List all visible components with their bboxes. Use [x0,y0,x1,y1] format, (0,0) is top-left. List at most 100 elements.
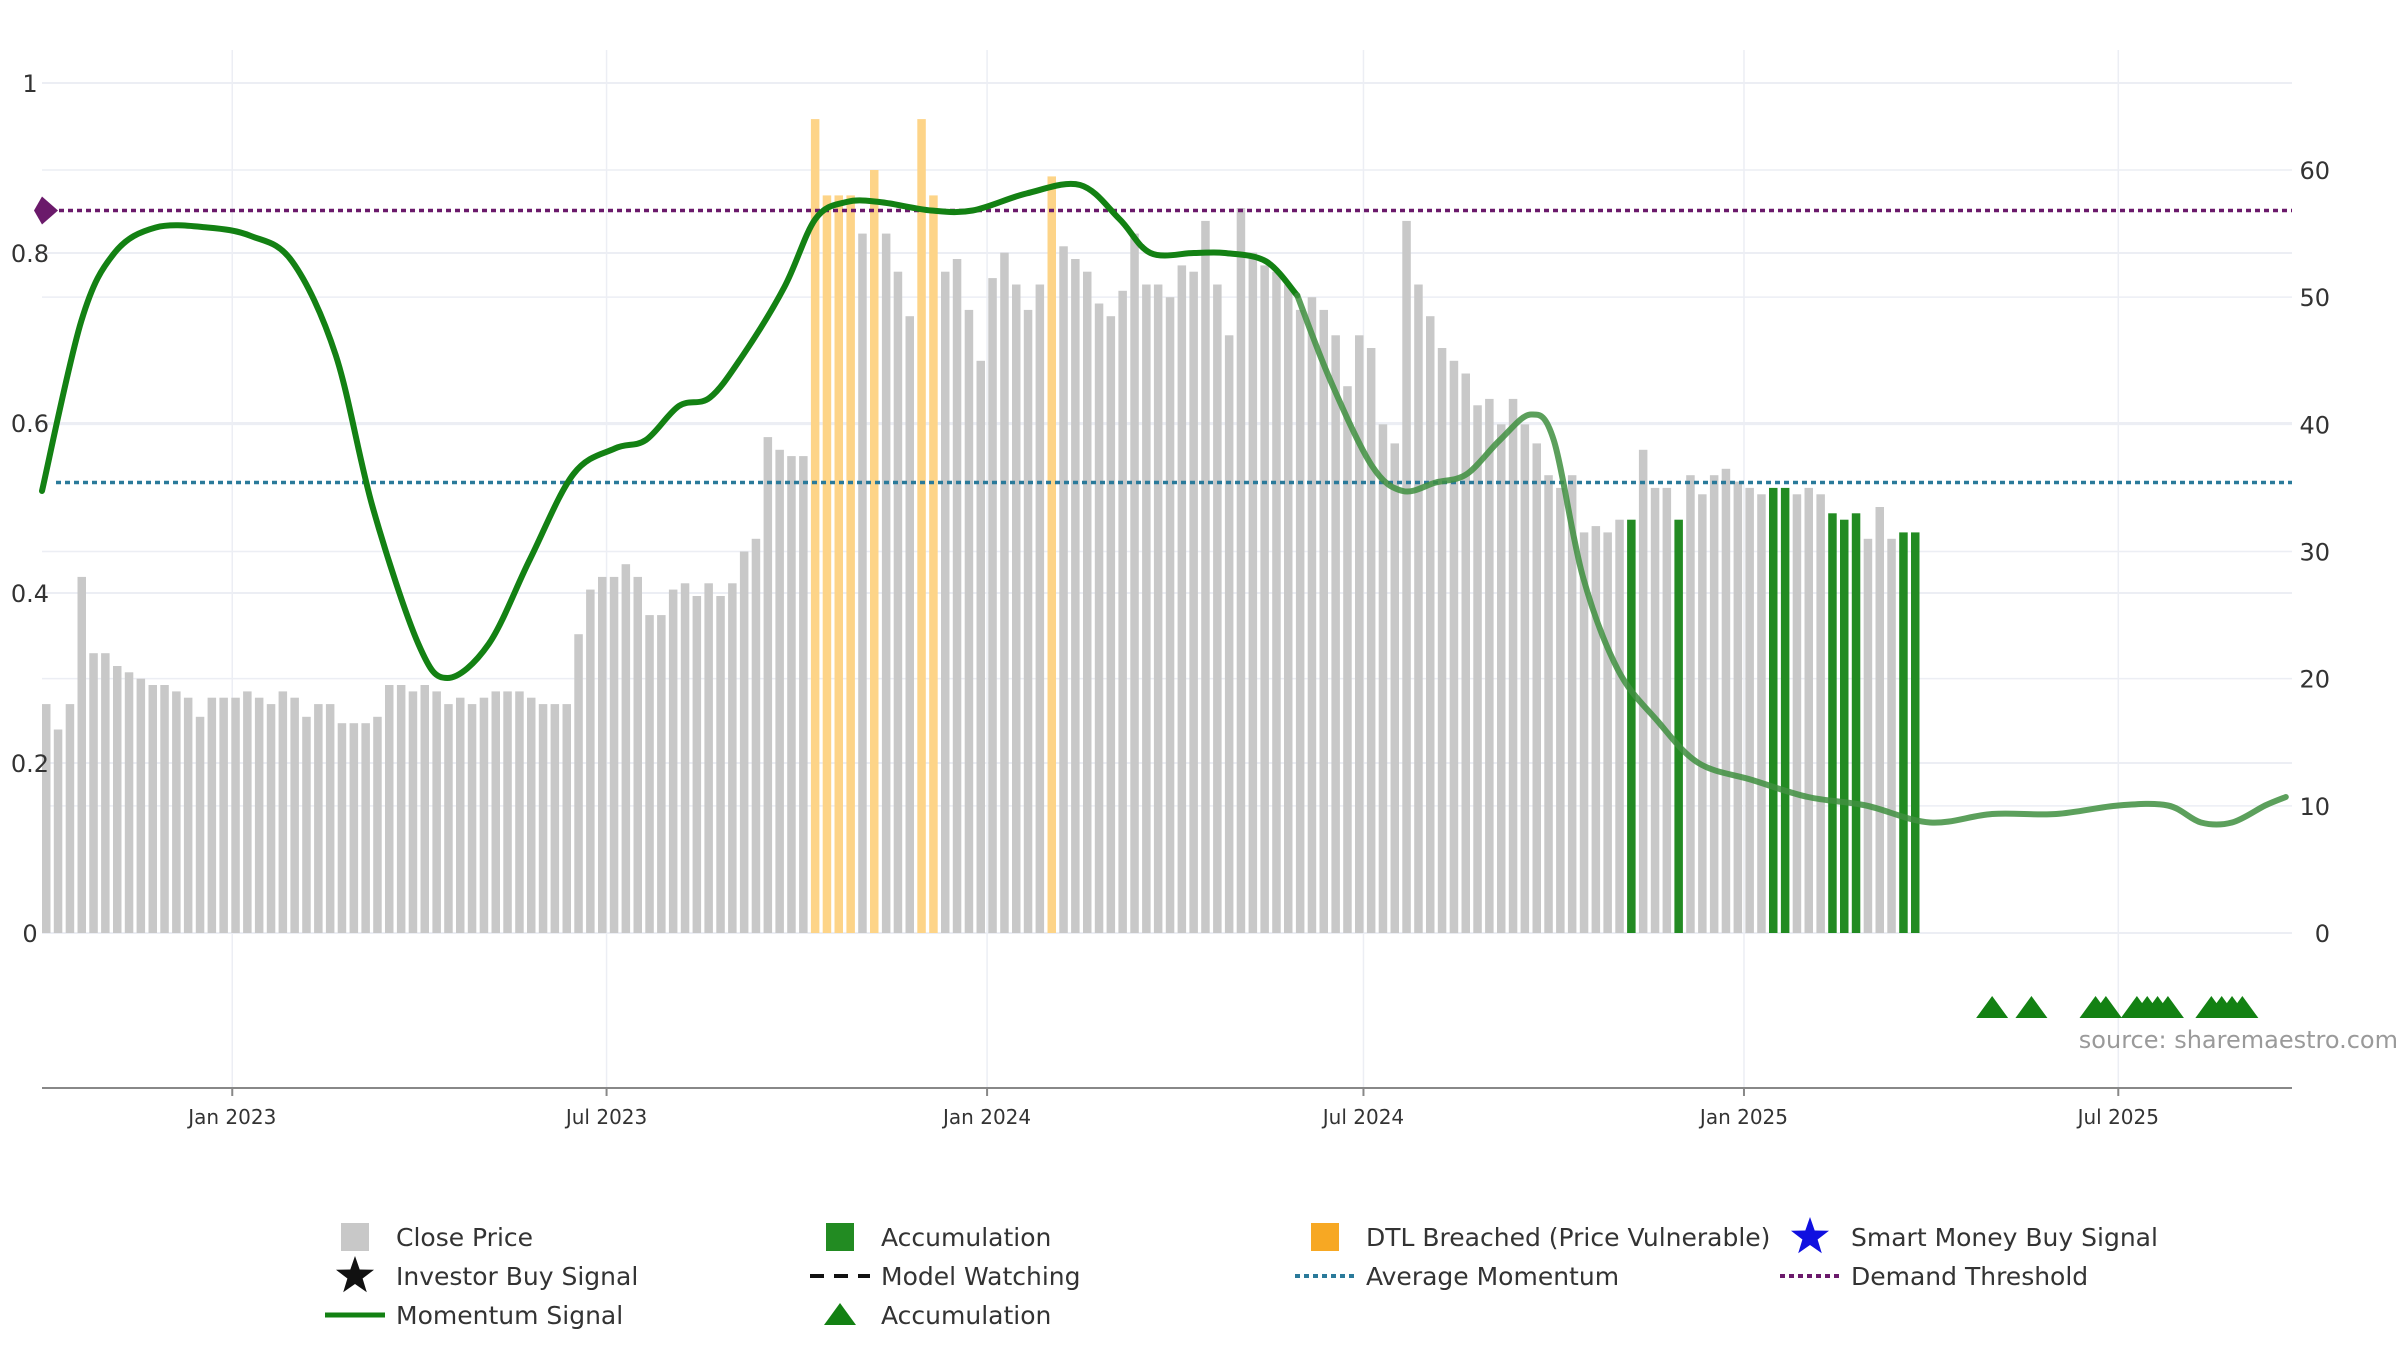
accumulation-triangle-1 [2015,996,2048,1018]
price-bar-18 [254,697,264,933]
price-bar-9 [148,685,157,933]
price-bar-103 [1260,265,1269,933]
demand-threshold-marker [34,196,58,225]
price-bar-117 [1426,316,1435,933]
accumulation-triangle-0 [1976,996,2009,1018]
price-bar-149 [1804,487,1813,933]
accumulation-markers [1976,996,2259,1018]
price-bar-58 [728,583,737,933]
price-bar-119 [1449,360,1459,934]
price-bar-113 [1378,424,1388,933]
price-bar-155 [1875,507,1884,933]
price-bar-4 [89,653,98,933]
price-bar-74 [917,119,926,934]
price-bar-13 [195,716,205,933]
legend-label: Accumulation [881,1301,1051,1330]
price-bar-67 [834,195,843,933]
price-bar-128 [1556,487,1565,933]
price-bar-52 [657,615,666,933]
price-bar-44 [562,704,571,933]
price-bar-105 [1284,284,1293,933]
accumulation-triangle-icon [824,1303,856,1325]
price-bar-28 [373,716,382,933]
legend: Close Price Accumulation DTL Breached (Pri… [325,1217,2158,1330]
price-bar-141 [1709,475,1719,933]
blue-star-icon [1791,1217,1829,1254]
price-bar-84 [1035,284,1045,933]
price-bar-78 [964,309,974,933]
legend-item-6: Average Momentum [1295,1262,1619,1291]
price-bar-29 [385,685,394,933]
price-bar-83 [1023,309,1033,933]
price-bar-124 [1508,398,1518,933]
price-bar-129 [1567,475,1577,933]
price-bar-1 [53,729,63,933]
price-bar-106 [1295,309,1305,933]
price-bar-151 [1828,513,1837,933]
legend-item-8: Momentum Signal [325,1301,623,1330]
price-bar-19 [266,704,276,933]
price-bar-140 [1698,494,1707,933]
price-bar-88 [1083,271,1092,933]
price-bar-51 [645,615,654,933]
legend-item-1: Accumulation [826,1223,1051,1252]
legend-label: Demand Threshold [1851,1262,2088,1291]
price-bar-130 [1579,532,1589,933]
price-bar-114 [1390,443,1399,933]
price-bar-108 [1319,309,1328,933]
left-axis-tick-label: 1 [22,70,37,98]
price-bar-21 [290,697,299,933]
price-bar-16 [231,697,240,933]
price-bar-6 [113,666,122,933]
price-bar-62 [775,449,784,933]
price-bar-35 [456,697,465,933]
price-bar-95 [1165,297,1175,933]
dtl-breached-price-vulnerable--swatch [1311,1223,1339,1251]
price-bar-143 [1733,481,1743,933]
price-bar-10 [160,685,169,933]
price-bar-156 [1887,538,1896,933]
price-bar-56 [704,583,713,933]
price-bar-112 [1366,348,1376,933]
price-bar-48 [609,576,619,933]
price-bar-98 [1201,220,1210,933]
price-bar-121 [1473,405,1482,933]
legend-label: Momentum Signal [396,1301,623,1330]
price-bar-79 [976,360,985,934]
price-bar-43 [550,704,560,933]
price-bar-2 [65,704,75,933]
price-bar-150 [1816,494,1825,933]
price-bar-118 [1437,348,1447,933]
accumulation-triangle-3 [2089,996,2122,1018]
price-bar-72 [893,271,903,933]
accumulation-swatch [826,1223,854,1251]
price-bar-147 [1780,487,1790,933]
price-bar-22 [302,716,311,933]
price-bar-137 [1662,487,1672,933]
x-axis-tick-label: Jul 2025 [2076,1105,2159,1129]
x-axis-tick-label: Jan 2025 [1698,1105,1788,1129]
price-bar-138 [1674,519,1683,933]
price-bar-47 [598,576,607,933]
price-bar-82 [1012,284,1021,933]
price-bar-37 [479,697,489,933]
price-bar-61 [763,437,773,933]
price-bar-66 [822,195,832,933]
price-bar-15 [219,697,228,933]
price-bar-7 [124,672,134,933]
price-bar-142 [1721,468,1731,933]
price-bar-3 [77,576,86,933]
price-bar-57 [716,596,725,933]
left-axis-tick-label: 0.2 [11,750,49,778]
right-axis-tick-label: 20 [2299,666,2330,694]
accumulation-triangle-7 [2151,996,2184,1018]
right-axis-tick-label: 0 [2315,920,2330,948]
right-axis-tick-label: 50 [2299,284,2330,312]
price-bar-94 [1153,284,1163,933]
momentum-signal-line [39,180,1301,681]
price-bar-25 [337,723,347,933]
accumulation-triangle-11 [2226,996,2259,1018]
price-bar-12 [183,697,193,933]
price-bar-152 [1840,519,1849,933]
price-bar-110 [1343,386,1352,933]
